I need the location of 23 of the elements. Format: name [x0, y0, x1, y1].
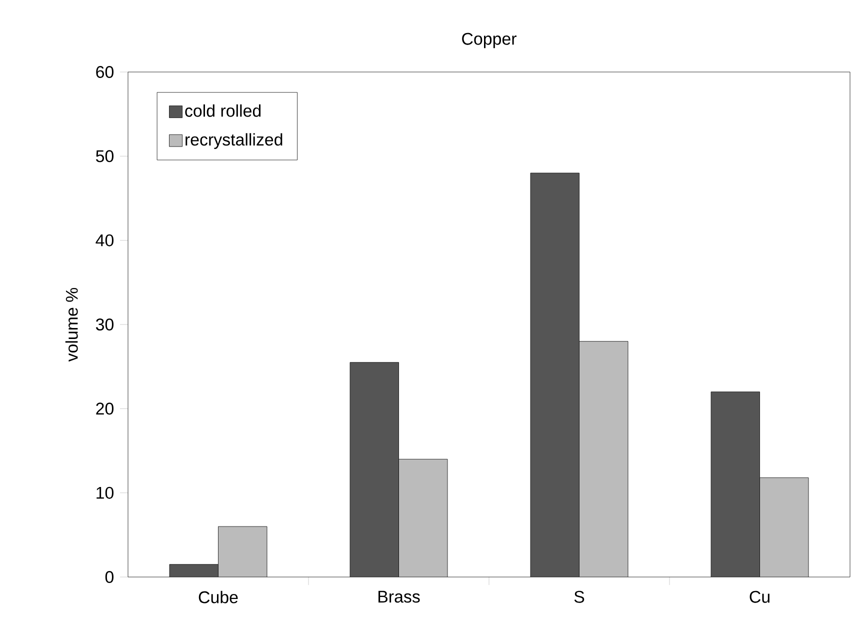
y-tick-label: 30 — [96, 318, 114, 330]
bar — [170, 564, 218, 577]
bar — [218, 526, 268, 577]
y-tick-label: 40 — [96, 234, 114, 246]
x-tick-label: Cube — [198, 590, 238, 604]
y-tick-label: 20 — [96, 402, 114, 415]
chart-title: Copper — [462, 32, 516, 48]
x-tick-label: Brass — [378, 590, 420, 603]
y-tick-label: 60 — [96, 66, 114, 78]
y-tick-label: 50 — [96, 150, 114, 162]
bar — [710, 392, 760, 577]
y-axis-title: volume % — [65, 288, 78, 362]
legend-label: cold rolled — [185, 104, 261, 117]
bar — [579, 341, 628, 577]
y-tick-label: 10 — [96, 486, 114, 499]
y-tick-label: 0 — [105, 571, 114, 583]
bar — [350, 362, 399, 577]
bar — [530, 172, 580, 577]
bar — [760, 477, 809, 577]
legend-label: recrystallized — [186, 133, 282, 149]
x-tick-label: Cu — [750, 590, 770, 603]
bar — [398, 458, 448, 577]
x-tick-label: S — [574, 590, 584, 603]
